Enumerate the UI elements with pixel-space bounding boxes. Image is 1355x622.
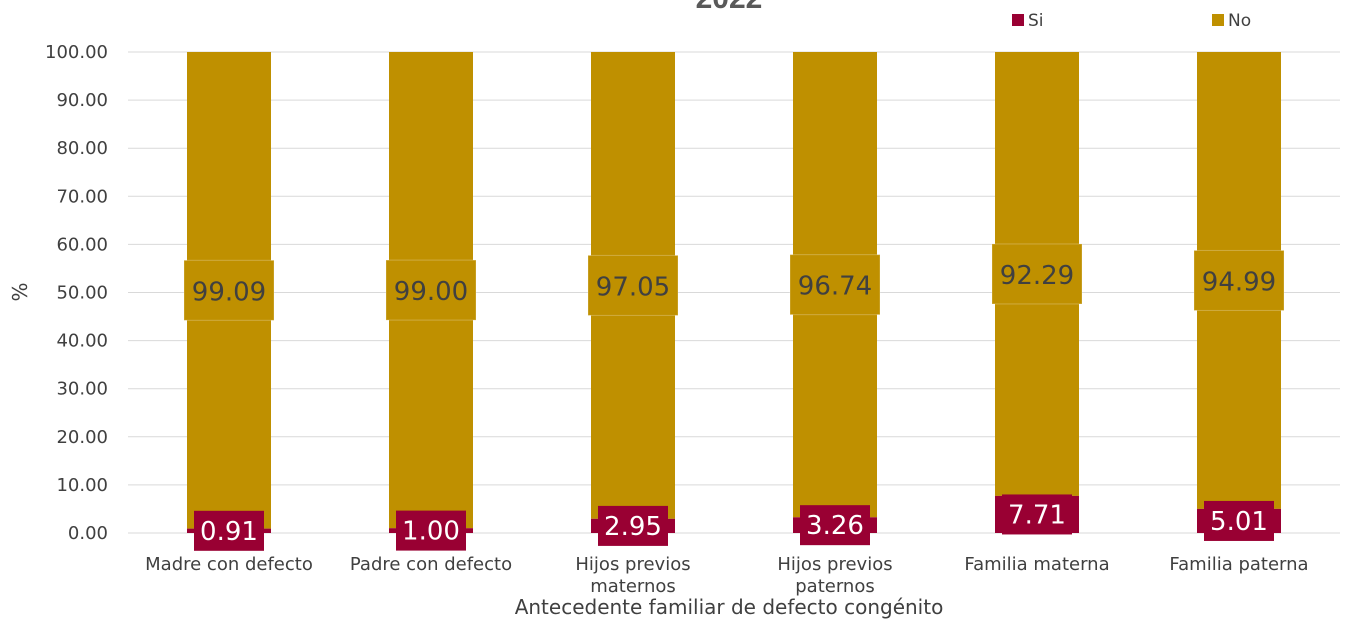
x-category-label: paternos bbox=[795, 576, 874, 597]
data-label-no-box bbox=[789, 254, 881, 316]
y-tick-label: 30.00 bbox=[56, 379, 108, 400]
data-label-si-box bbox=[1002, 494, 1072, 535]
data-label-si-box bbox=[800, 505, 870, 546]
data-label-no: 94.99 bbox=[1202, 267, 1276, 297]
y-tick-label: 40.00 bbox=[56, 331, 108, 352]
x-category-label: Familia materna bbox=[964, 554, 1109, 575]
data-label-no: 97.05 bbox=[596, 272, 670, 302]
y-tick-label: 60.00 bbox=[56, 234, 108, 255]
data-label-no-box bbox=[587, 254, 679, 316]
x-category-label: Madre con defecto bbox=[145, 554, 313, 575]
data-label-si: 2.95 bbox=[604, 512, 662, 542]
data-label-si-box bbox=[1204, 500, 1274, 541]
y-axis-ticks: 0.00 10.00 20.00 30.00 40.00 50.00 60.00 70.00 8… bbox=[45, 42, 108, 544]
chart-title: 2022 bbox=[696, 0, 763, 15]
data-label-no: 92.29 bbox=[1000, 261, 1074, 291]
data-label-si: 7.71 bbox=[1008, 500, 1066, 530]
legend-label: No bbox=[1228, 11, 1251, 31]
data-label-si-box bbox=[396, 510, 466, 551]
y-axis-title: % bbox=[8, 282, 32, 301]
gridlines bbox=[128, 51, 1340, 534]
data-label-si: 5.01 bbox=[1210, 507, 1268, 537]
data-label-si: 3.26 bbox=[806, 511, 864, 541]
x-category-label: maternos bbox=[590, 576, 676, 597]
y-tick-label: 80.00 bbox=[56, 138, 108, 159]
x-axis-categories: Madre con defecto Padre con defecto Hijos … bbox=[145, 554, 1308, 597]
data-label-no-box bbox=[991, 243, 1083, 305]
x-category-label: Padre con defecto bbox=[350, 554, 512, 575]
y-tick-label: 0.00 bbox=[68, 523, 108, 544]
legend-swatch bbox=[1212, 14, 1224, 26]
data-label-no: 96.74 bbox=[798, 272, 872, 302]
x-axis-title: Antecedente familiar de defecto congénit… bbox=[515, 595, 944, 619]
data-label-si: 1.00 bbox=[402, 517, 460, 547]
x-category-label: Familia paterna bbox=[1169, 554, 1308, 575]
legend: Si No bbox=[1012, 11, 1251, 31]
legend-swatch bbox=[1012, 14, 1024, 26]
y-tick-label: 20.00 bbox=[56, 427, 108, 448]
y-tick-label: 70.00 bbox=[56, 186, 108, 207]
y-tick-label: 50.00 bbox=[56, 283, 108, 304]
data-label-no: 99.09 bbox=[192, 277, 266, 307]
y-tick-label: 10.00 bbox=[56, 475, 108, 496]
data-label-si-box bbox=[194, 510, 264, 551]
data-label-no-box bbox=[385, 259, 477, 321]
legend-label: Si bbox=[1028, 11, 1044, 31]
x-category-label: Hijos previos bbox=[575, 554, 690, 575]
data-label-no: 99.00 bbox=[394, 277, 468, 307]
data-label-no-box bbox=[1193, 249, 1285, 311]
x-category-label: Hijos previos bbox=[777, 554, 892, 575]
y-tick-label: 100.00 bbox=[45, 42, 108, 63]
data-labels: 99.09 0.91 99.00 1.00 97.05 2.95 96.74 3.26 92.2… bbox=[183, 243, 1285, 551]
data-label-si: 0.91 bbox=[200, 517, 258, 547]
y-tick-label: 90.00 bbox=[56, 90, 108, 111]
data-label-no-box bbox=[183, 259, 275, 321]
data-label-si-box bbox=[598, 505, 668, 546]
